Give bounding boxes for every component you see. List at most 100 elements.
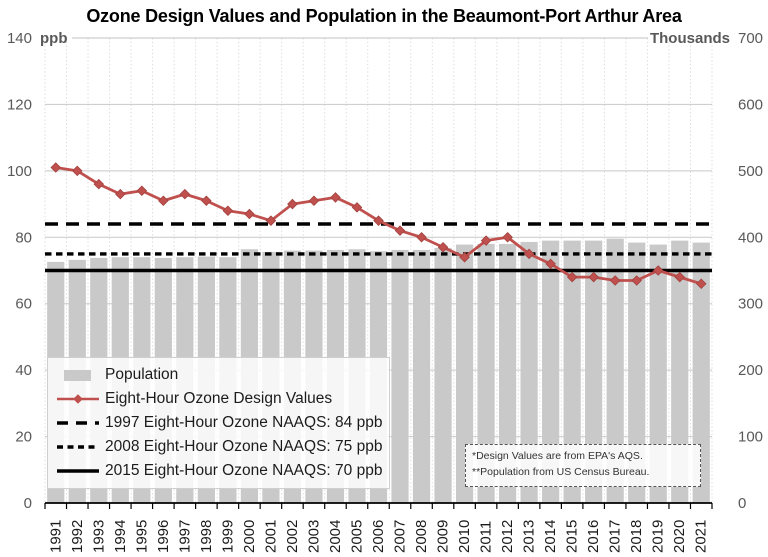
ozone-marker xyxy=(201,195,212,207)
year-label: 2009 xyxy=(435,520,452,553)
population-bar xyxy=(434,247,452,503)
population-bar xyxy=(649,244,667,504)
year-label: 2015 xyxy=(564,520,581,553)
legend-item-ozone: Eight-Hour Ozone Design Values xyxy=(56,390,381,408)
population-bar xyxy=(542,240,560,503)
ozone-marker xyxy=(115,188,126,200)
year-label: 2006 xyxy=(370,520,387,553)
axis-label: 80 xyxy=(15,229,32,246)
ozone-marker xyxy=(545,258,556,270)
population-bar xyxy=(391,249,409,503)
year-label: 2001 xyxy=(262,520,279,553)
ozone-marker xyxy=(652,265,664,276)
ozone-marker xyxy=(287,198,298,210)
axis-labels: 1401201008060402007006005004003002001000… xyxy=(7,30,763,553)
legend-label-naaqs-1997: 1997 Eight-Hour Ozone NAAQS: 84 ppb xyxy=(105,414,383,431)
chart-title: Ozone Design Values and Population in th… xyxy=(86,6,682,26)
ozone-marker xyxy=(502,232,513,243)
year-label: 1991 xyxy=(47,520,64,553)
ozone-marker xyxy=(437,241,449,253)
year-label: 1999 xyxy=(219,520,236,553)
year-label: 2011 xyxy=(478,521,495,553)
axis-label: 40 xyxy=(15,362,32,379)
year-label: 1994 xyxy=(112,520,129,553)
ozone-marker xyxy=(566,271,578,283)
axis-label: 0 xyxy=(24,495,32,512)
axis-label: 100 xyxy=(7,163,32,180)
ozone-marker xyxy=(179,188,191,200)
year-label: 2013 xyxy=(521,520,538,553)
solid-line-swatch-icon xyxy=(57,469,99,473)
ozone-marker xyxy=(222,205,234,216)
year-label: 2020 xyxy=(671,520,688,553)
ozone-marker xyxy=(588,271,599,283)
legend-item-naaqs-2015: 2015 Eight-Hour Ozone NAAQS: 70 ppb xyxy=(56,462,383,480)
ozone-marker xyxy=(265,215,277,226)
ozone-series xyxy=(50,162,707,290)
axis-label: 0 xyxy=(738,495,746,512)
axis-label: 100 xyxy=(738,429,763,446)
population-bar xyxy=(585,240,603,503)
legend-label-naaqs-2015: 2015 Eight-Hour Ozone NAAQS: 70 ppb xyxy=(105,462,383,479)
ozone-marker xyxy=(459,251,470,263)
naaqs-lines xyxy=(45,222,712,273)
ozone-marker xyxy=(308,195,320,207)
year-label: 2017 xyxy=(607,520,624,553)
ozone-marker xyxy=(480,235,492,246)
year-label: 2004 xyxy=(327,520,344,553)
ozone-marker xyxy=(93,178,105,190)
legend-item-population: Population xyxy=(56,366,381,384)
axis-label: 300 xyxy=(738,296,763,313)
axis-label: 200 xyxy=(738,362,763,379)
ozone-marker xyxy=(523,248,535,260)
left-axis-unit: ppb xyxy=(40,30,68,47)
ozone-marker xyxy=(609,275,621,286)
population-bar xyxy=(671,240,689,503)
legend-label-naaqs-2008: 2008 Eight-Hour Ozone NAAQS: 75 ppb xyxy=(105,438,383,455)
population-bar xyxy=(498,243,517,503)
year-label: 1998 xyxy=(198,520,215,553)
axis-label: 60 xyxy=(15,296,32,313)
year-label: 2019 xyxy=(650,520,667,553)
legend: Population Eight-Hour Ozone Design Value… xyxy=(47,357,390,489)
legend-label-population: Population xyxy=(105,366,179,383)
ozone-marker xyxy=(136,185,148,197)
year-label: 2010 xyxy=(456,520,473,553)
year-label: 2018 xyxy=(628,520,645,553)
axis-label: 140 xyxy=(7,30,32,47)
year-label: 2003 xyxy=(305,520,322,553)
year-label: 1995 xyxy=(133,520,150,553)
source-note-line1: *Design Values are from EPA's AQS. xyxy=(472,450,643,462)
year-label: 2000 xyxy=(241,520,258,553)
long-dash-swatch-icon xyxy=(57,421,99,425)
year-label: 1997 xyxy=(176,520,193,553)
population-swatch-icon xyxy=(64,370,91,381)
ozone-marker xyxy=(674,271,685,283)
year-label: 1996 xyxy=(155,520,172,553)
source-note-line2: **Population from US Census Bureau. xyxy=(472,466,650,479)
axis-label: 600 xyxy=(738,96,763,113)
population-bar xyxy=(628,242,646,503)
source-note: *Design Values are from EPA's AQS. **Pop… xyxy=(465,444,701,487)
year-label: 1993 xyxy=(90,520,107,553)
axis-label: 700 xyxy=(738,30,763,47)
ozone-line-swatch-icon xyxy=(57,394,99,404)
ozone-marker xyxy=(330,192,341,203)
x-axis xyxy=(44,502,713,509)
population-bar xyxy=(606,238,624,503)
year-label: 2021 xyxy=(693,520,710,553)
population-bar xyxy=(412,249,431,503)
population-bar xyxy=(455,244,474,504)
population-bar xyxy=(563,240,581,503)
legend-item-naaqs-2008: 2008 Eight-Hour Ozone NAAQS: 75 ppb xyxy=(56,438,383,456)
axis-label: 20 xyxy=(15,429,32,446)
axis-label: 120 xyxy=(7,96,32,113)
year-label: 2002 xyxy=(284,520,301,553)
ozone-marker xyxy=(244,208,255,220)
population-bar xyxy=(477,243,495,503)
year-label: 2008 xyxy=(413,520,430,553)
axis-label: 500 xyxy=(738,163,763,180)
year-label: 1992 xyxy=(69,520,86,553)
ozone-marker xyxy=(416,232,427,243)
